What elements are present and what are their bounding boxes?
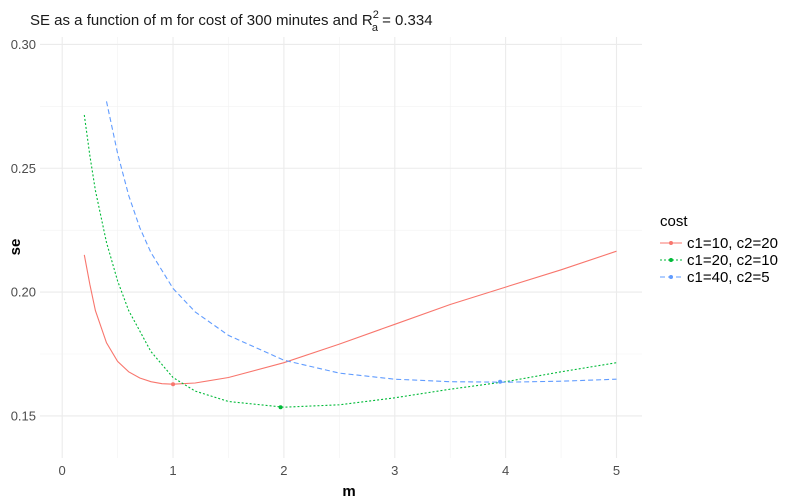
x-tick-label: 2 [280, 463, 287, 478]
title-subscript: a [372, 22, 379, 34]
title-superscript: 2 [373, 9, 379, 21]
x-axis-title: m [342, 483, 355, 500]
y-tick-label: 0.15 [11, 408, 36, 423]
series-line-2 [83, 114, 617, 408]
y-tick-label: 0.30 [11, 37, 36, 52]
x-tick-label: 1 [169, 463, 176, 478]
x-axis-tick-labels: 0 1 2 3 4 5 [59, 463, 621, 478]
legend-label: c1=10, c2=20 [687, 235, 778, 252]
y-tick-label: 0.25 [11, 161, 36, 176]
legend-label: c1=20, c2=10 [687, 252, 778, 269]
series-line-3 [105, 101, 617, 383]
x-tick-label: 5 [613, 463, 620, 478]
x-tick-label: 4 [502, 463, 509, 478]
y-tick-label: 0.20 [11, 285, 36, 300]
x-tick-label: 0 [59, 463, 66, 478]
chart-title: SE as a function of m for cost of 300 mi… [30, 9, 433, 34]
y-axis-title: se [7, 239, 24, 256]
legend-key-point [669, 241, 673, 245]
series-min-point-1 [171, 382, 176, 387]
legend-label: c1=40, c2=5 [687, 269, 770, 286]
series-min-point-3 [498, 379, 503, 384]
series-line-1 [83, 250, 617, 385]
series-layer [83, 101, 617, 410]
grid-major-lines [40, 37, 642, 458]
x-tick-label: 3 [391, 463, 398, 478]
legend-key-point [669, 258, 673, 262]
legend-title: cost [660, 213, 688, 230]
legend-key-point [669, 275, 673, 279]
title-suffix: = 0.334 [378, 12, 433, 29]
series-min-point-2 [278, 405, 283, 410]
y-axis-tick-labels: 0.15 0.20 0.25 0.30 [11, 37, 36, 423]
grid-minor-lines [40, 37, 642, 458]
